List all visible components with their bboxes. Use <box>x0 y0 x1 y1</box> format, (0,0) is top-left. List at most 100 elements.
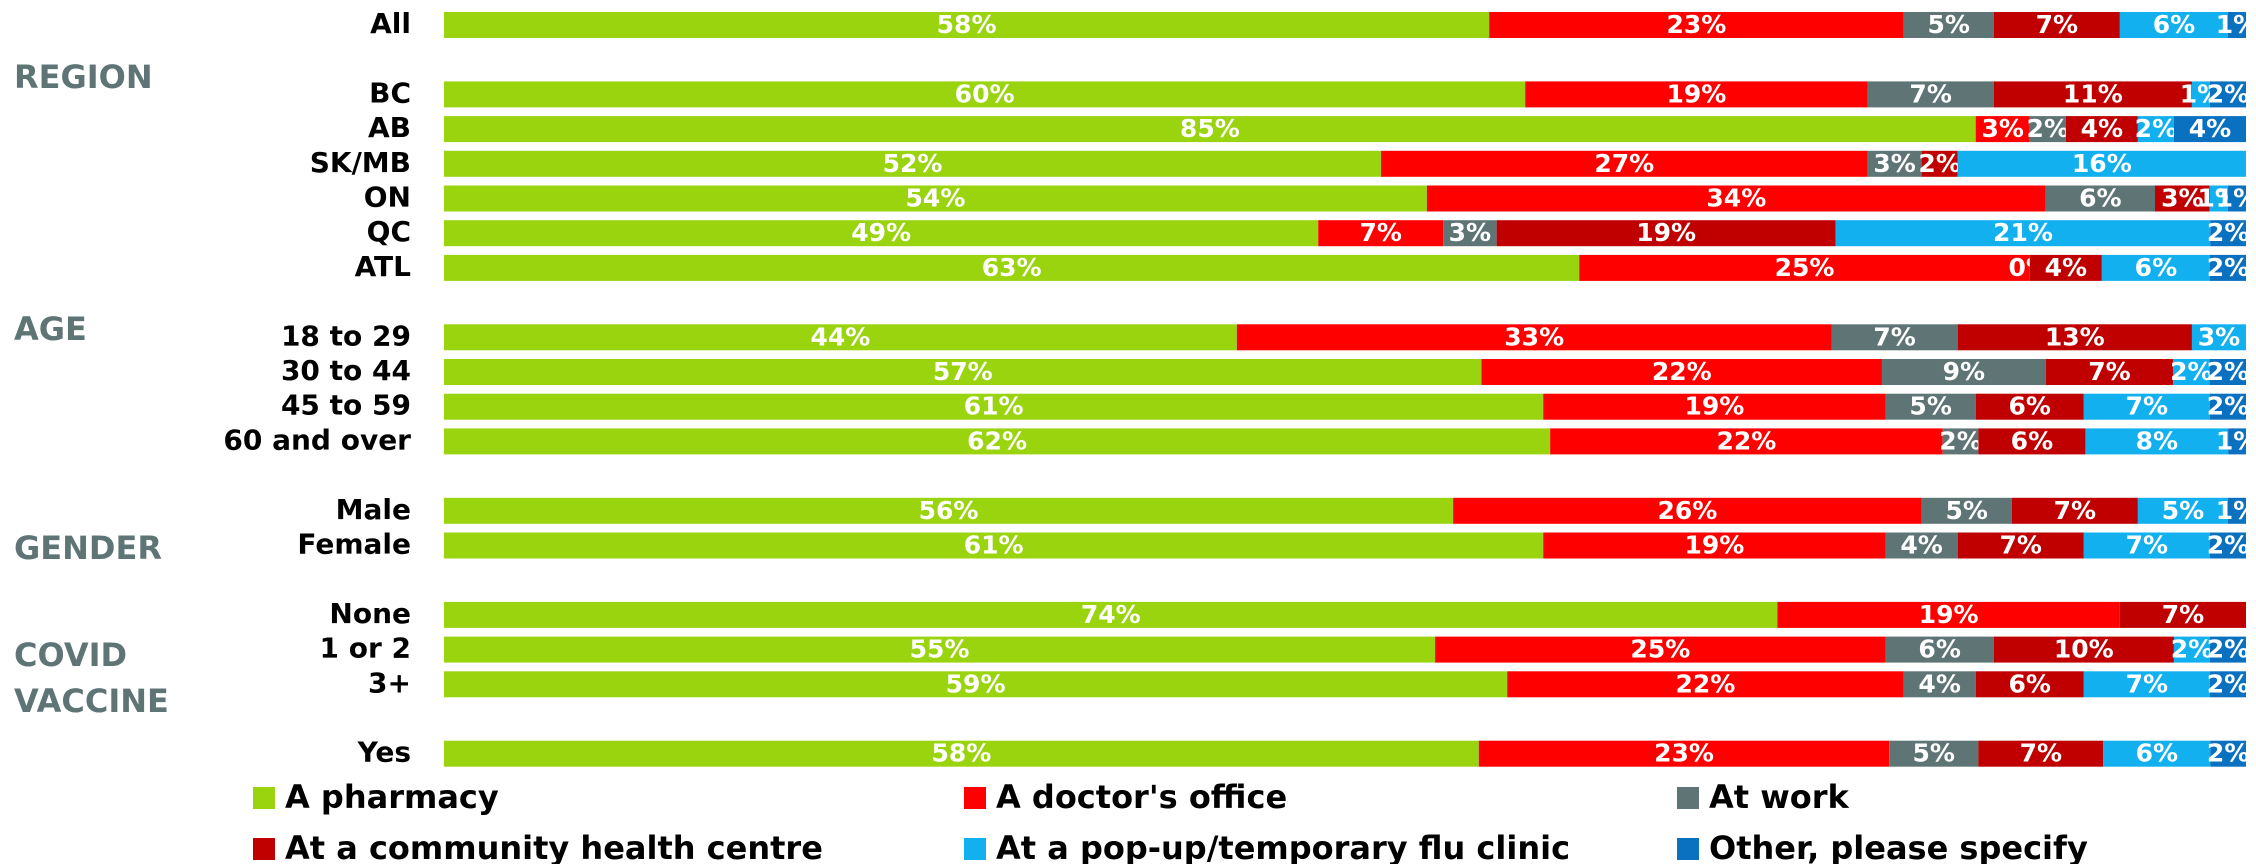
data-label: 8% <box>2136 426 2178 455</box>
data-label: 2% <box>2207 218 2249 247</box>
data-label: 2% <box>2135 114 2177 143</box>
category-label: BC <box>369 76 411 109</box>
legend-label: At a community health centre <box>285 829 823 864</box>
bar-segment <box>1993 636 2174 663</box>
data-label: 5% <box>2162 496 2204 525</box>
bar-segment <box>1889 740 1979 767</box>
category-label: 60 and over <box>223 423 411 456</box>
data-label: 7% <box>2126 531 2168 560</box>
bar-segment <box>2119 601 2246 628</box>
data-label: 2% <box>2170 357 2212 386</box>
bar-segment <box>444 324 1237 351</box>
data-label: 33% <box>1504 322 1564 351</box>
data-label: 2% <box>2207 669 2249 698</box>
category-label: 45 to 59 <box>281 389 411 422</box>
data-label: 85% <box>1180 114 1240 143</box>
bar-segment <box>1867 150 1922 177</box>
data-label: 19% <box>1666 79 1726 108</box>
data-label: 9% <box>1943 357 1985 386</box>
bar-segment <box>1867 81 1994 108</box>
legend-label: At a pop-up/temporary flu clinic <box>996 829 1570 864</box>
data-label: 22% <box>1675 669 1735 698</box>
bar-segment <box>1975 671 2084 698</box>
bar-segment <box>1978 740 2104 767</box>
bar-segment <box>2045 359 2174 385</box>
data-label: 62% <box>967 426 1027 455</box>
bar-segment <box>1507 671 1904 698</box>
bar-segment <box>1885 393 1976 420</box>
data-label: 74% <box>1081 600 1141 629</box>
data-label: 7% <box>2126 392 2168 421</box>
bar-segment <box>1543 393 1886 420</box>
data-label: 44% <box>811 322 871 351</box>
bar-segment <box>1426 185 2046 212</box>
data-label: 22% <box>1717 426 1777 455</box>
bar-segment <box>1975 393 2084 420</box>
data-label: 59% <box>946 669 1006 698</box>
data-label: 1% <box>2216 10 2256 39</box>
category-label: ON <box>364 181 411 214</box>
legend-swatch <box>1677 787 1699 809</box>
data-label: 2% <box>2207 357 2249 386</box>
data-label: 55% <box>910 635 970 664</box>
bar-segment <box>444 185 1427 212</box>
category-label: 1 or 2 <box>319 632 411 665</box>
data-label: 1% <box>2216 496 2256 525</box>
bar-segment <box>1942 428 1979 455</box>
bar-segment <box>444 428 1551 455</box>
category-label: Female <box>297 528 411 561</box>
data-label: 25% <box>1775 253 1835 282</box>
bar-segment <box>1478 740 1890 767</box>
legend-label: Other, please specify <box>1709 829 2088 864</box>
bar-segment <box>1921 150 1958 177</box>
data-label: 63% <box>982 253 1042 282</box>
bar-segment <box>444 497 1454 524</box>
bar-segment <box>2209 671 2246 698</box>
bar-segment <box>1525 81 1868 108</box>
bar-segment <box>2011 497 2138 524</box>
bar-segment <box>444 532 1544 559</box>
data-label: 2% <box>2207 635 2249 664</box>
bar-segment <box>1777 601 2120 628</box>
data-label: 57% <box>933 357 993 386</box>
bar-segment <box>2119 12 2228 38</box>
data-label: 19% <box>1636 218 1696 247</box>
legend-swatch <box>964 787 986 809</box>
group-label: REGION <box>14 58 153 96</box>
bar-segment <box>2137 116 2174 143</box>
bar-segment <box>444 359 1482 385</box>
bar-segment <box>2029 116 2066 143</box>
data-label: 19% <box>1684 392 1744 421</box>
data-label: 23% <box>1654 739 1714 768</box>
bar-segment <box>2083 532 2210 559</box>
data-label: 2% <box>2027 114 2069 143</box>
data-label: 49% <box>851 218 911 247</box>
data-label: 61% <box>964 392 1024 421</box>
bar-segment <box>1318 220 1444 247</box>
bar-segment <box>2209 359 2246 385</box>
data-label: 2% <box>2207 531 2249 560</box>
category-label: Male <box>336 493 411 526</box>
data-label: 60% <box>955 79 1015 108</box>
bar-segment <box>2228 428 2246 455</box>
data-label: 3% <box>1873 149 1915 178</box>
bar-segment <box>1835 220 2211 247</box>
bar-segment <box>2210 740 2246 767</box>
bar-segment <box>1381 150 1868 177</box>
data-label: 2% <box>1939 426 1981 455</box>
data-label: 4% <box>2081 114 2123 143</box>
bar-segment <box>2137 497 2228 524</box>
data-label: 58% <box>931 739 991 768</box>
bar-segment <box>444 671 1508 698</box>
category-label: QC <box>367 215 411 248</box>
category-label: Yes <box>357 736 411 769</box>
data-label: 61% <box>964 531 1024 560</box>
category-label: 3+ <box>368 666 411 699</box>
data-label: 2% <box>2207 253 2249 282</box>
bar-segment <box>2173 359 2210 385</box>
data-label: 7% <box>2126 669 2168 698</box>
bar-segment <box>2083 671 2210 698</box>
data-label: 7% <box>2088 357 2130 386</box>
data-label: 2% <box>2207 392 2249 421</box>
